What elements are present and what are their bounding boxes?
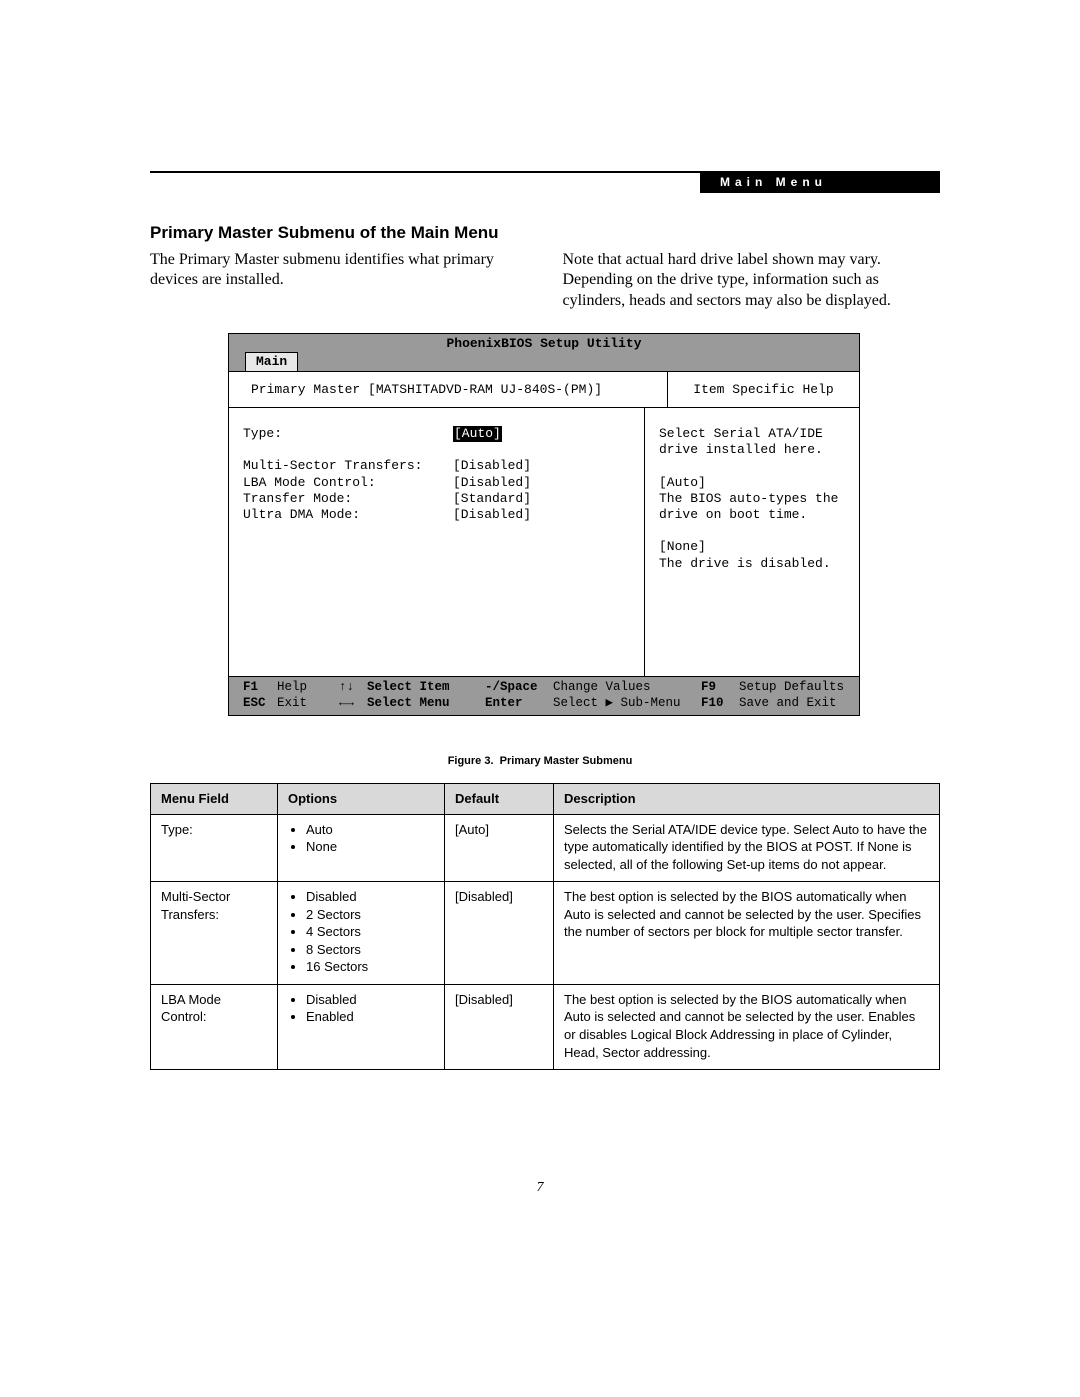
bios-key: F9	[701, 680, 739, 696]
bios-subheader-left: Primary Master [MATSHITADVD-RAM UJ-840S-…	[229, 372, 668, 407]
figure-label: Figure 3.	[448, 755, 494, 767]
table-cell-default: [Auto]	[445, 814, 554, 882]
bios-setting-value: [Disabled]	[453, 458, 531, 474]
bios-action: Change Values	[553, 680, 701, 696]
bios-key: -/Space	[485, 680, 553, 696]
bios-setting-label: LBA Mode Control:	[243, 475, 453, 491]
bios-action: Save and Exit	[739, 696, 837, 712]
table-row: LBA Mode Control:DisabledEnabled[Disable…	[151, 984, 940, 1069]
table-cell-description: The best option is selected by the BIOS …	[554, 984, 940, 1069]
bios-key: ESC	[243, 696, 277, 712]
option-item: 16 Sectors	[306, 958, 434, 976]
bios-help-line: [None]	[659, 539, 847, 555]
bios-key: F10	[701, 696, 739, 712]
bios-setting-value-selected: [Auto]	[453, 426, 502, 442]
bios-help-line: The drive is disabled.	[659, 556, 847, 572]
table-cell-options: AutoNone	[278, 814, 445, 882]
option-item: Auto	[306, 821, 434, 839]
page-number: 7	[0, 1180, 1080, 1196]
option-item: 2 Sectors	[306, 906, 434, 924]
bios-tabbar: Main	[229, 352, 859, 371]
option-item: Disabled	[306, 888, 434, 906]
bios-subheader-right: Item Specific Help	[668, 372, 859, 407]
bios-setting-label: Ultra DMA Mode:	[243, 507, 453, 523]
table-cell-description: The best option is selected by the BIOS …	[554, 882, 940, 985]
bios-action: Exit	[277, 696, 339, 712]
bios-setting-label: Multi-Sector Transfers:	[243, 458, 453, 474]
bios-title: PhoenixBIOS Setup Utility	[229, 334, 859, 352]
bios-tab-main: Main	[245, 352, 298, 371]
option-item: None	[306, 838, 434, 856]
bios-help-line: Select Serial ATA/IDE	[659, 426, 847, 442]
bios-setting-label: Type:	[243, 426, 453, 442]
bios-setting-value: [Standard]	[453, 491, 531, 507]
table-row: Type:AutoNone[Auto]Selects the Serial AT…	[151, 814, 940, 882]
table-header: Options	[278, 784, 445, 815]
bios-action: Select Menu	[367, 696, 485, 712]
table-row: Multi-Sector Transfers:Disabled2 Sectors…	[151, 882, 940, 985]
intro-right: Note that actual hard drive label shown …	[563, 250, 941, 311]
bios-key: F1	[243, 680, 277, 696]
table-cell-description: Selects the Serial ATA/IDE device type. …	[554, 814, 940, 882]
bios-setting-value: [Disabled]	[453, 475, 531, 491]
intro-text: The Primary Master submenu identifies wh…	[150, 250, 940, 311]
option-item: Disabled	[306, 991, 434, 1009]
option-item: Enabled	[306, 1008, 434, 1026]
figure-caption: Figure 3. Primary Master Submenu	[0, 755, 1080, 767]
bios-action: Select ▶ Sub-Menu	[553, 696, 701, 712]
bios-help-line: drive on boot time.	[659, 507, 847, 523]
option-item: 8 Sectors	[306, 941, 434, 959]
bios-help-line: The BIOS auto-types the	[659, 491, 847, 507]
bios-action: Setup Defaults	[739, 680, 844, 696]
bios-help-line: [Auto]	[659, 475, 847, 491]
figure-title: Primary Master Submenu	[500, 755, 633, 767]
bios-screenshot: PhoenixBIOS Setup Utility Main Primary M…	[228, 333, 860, 716]
bios-setting-value: [Disabled]	[453, 507, 531, 523]
table-header: Description	[554, 784, 940, 815]
table-cell-menu: Multi-Sector Transfers:	[151, 882, 278, 985]
bios-footer: F1 Help ↑↓ Select Item -/Space Change Va…	[229, 676, 859, 715]
table-cell-menu: LBA Mode Control:	[151, 984, 278, 1069]
option-item: 4 Sectors	[306, 923, 434, 941]
bios-setting-label: Transfer Mode:	[243, 491, 453, 507]
section-title: Primary Master Submenu of the Main Menu	[150, 223, 499, 243]
bios-help-line: drive installed here.	[659, 442, 847, 458]
bios-action: Help	[277, 680, 339, 696]
table-cell-menu: Type:	[151, 814, 278, 882]
section-tag: Main Menu	[700, 171, 940, 193]
bios-settings-panel: Type: [Auto] Multi-Sector Transfers: [Di…	[229, 408, 645, 676]
table-cell-options: DisabledEnabled	[278, 984, 445, 1069]
bios-arrow-icon: ↑↓	[339, 680, 367, 696]
table-header: Default	[445, 784, 554, 815]
table-header: Menu Field	[151, 784, 278, 815]
bios-key: Enter	[485, 696, 553, 712]
table-cell-default: [Disabled]	[445, 882, 554, 985]
bios-arrow-icon: ←→	[339, 696, 367, 712]
table-cell-default: [Disabled]	[445, 984, 554, 1069]
table-cell-options: Disabled2 Sectors4 Sectors8 Sectors16 Se…	[278, 882, 445, 985]
bios-help-panel: Select Serial ATA/IDE drive installed he…	[645, 408, 859, 676]
bios-action: Select Item	[367, 680, 485, 696]
spec-table: Menu Field Options Default Description T…	[150, 783, 940, 1070]
intro-left: The Primary Master submenu identifies wh…	[150, 250, 528, 311]
